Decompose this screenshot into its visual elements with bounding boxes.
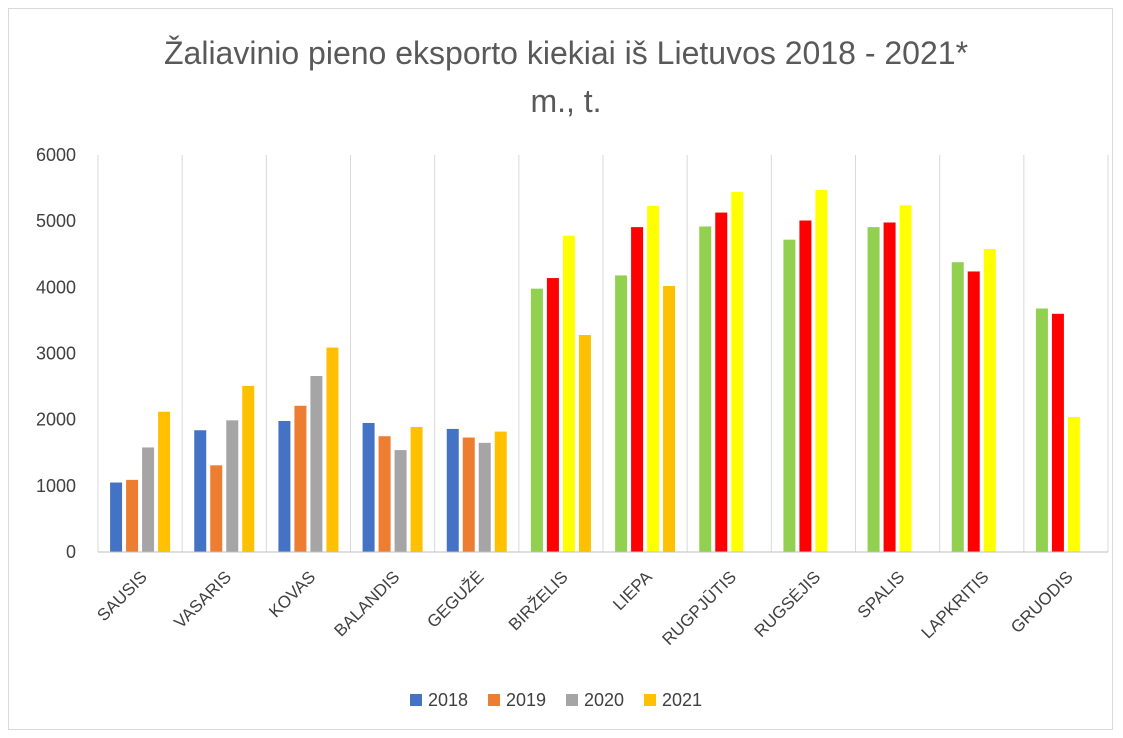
chart-area	[8, 8, 1113, 730]
legend-label-2019: 2019	[506, 690, 546, 710]
legend-label-2020: 2020	[584, 690, 624, 710]
bar-2021-liepa	[663, 286, 676, 552]
bar-2018-vasaris	[194, 430, 207, 552]
bar-2018-rugpjūtis	[699, 226, 712, 552]
bar-2018-lapkritis	[951, 262, 964, 552]
bar-2019-vasaris	[210, 465, 223, 552]
bar-2019-spalis	[883, 222, 896, 553]
y-tick-label: 0	[66, 542, 76, 562]
bar-2020-gegužė	[478, 442, 491, 552]
x-tick-label: LIEPA	[609, 567, 656, 614]
y-tick-label: 4000	[36, 277, 76, 297]
bar-2020-kovas	[310, 375, 323, 552]
bar-2020-rugpjūtis	[731, 192, 744, 552]
y-tick-label: 3000	[36, 344, 76, 364]
bar-2019-liepa	[631, 227, 644, 552]
y-tick-label: 2000	[36, 410, 76, 430]
bars	[110, 190, 1080, 553]
bar-2018-birželis	[530, 288, 543, 552]
bar-2021-birželis	[578, 334, 591, 552]
bar-2019-lapkritis	[967, 271, 980, 552]
x-tick-label: GEGUŽĖ	[423, 567, 487, 631]
x-tick-label: BIRŽELIS	[505, 567, 572, 634]
x-tick-label: SAUSIS	[93, 567, 151, 625]
bar-2021-kovas	[326, 347, 339, 552]
x-tick-label: GRUODIS	[1007, 567, 1077, 637]
x-tick-label: BALANDIS	[331, 567, 404, 640]
bar-2018-gegužė	[446, 428, 459, 552]
bar-2019-kovas	[294, 405, 307, 552]
bar-2021-balandis	[410, 426, 423, 552]
legend-swatch-2021	[644, 694, 656, 706]
bar-2018-rugsėjis	[783, 239, 796, 552]
legend-label-2021: 2021	[662, 690, 702, 710]
bar-2020-vasaris	[226, 420, 239, 552]
bar-2018-spalis	[867, 227, 880, 552]
gridlines	[97, 155, 1109, 552]
x-tick-label: VASARIS	[170, 567, 235, 632]
bar-2019-sausis	[126, 479, 139, 552]
bar-2020-sausis	[142, 447, 155, 552]
bar-2019-balandis	[378, 436, 391, 552]
x-tick-label: LAPKRITIS	[918, 567, 993, 642]
bar-2020-rugsėjis	[815, 190, 828, 552]
bar-2020-balandis	[394, 450, 407, 552]
bar-2019-gegužė	[462, 437, 475, 552]
chart-title-line-2: m., t.	[530, 83, 601, 119]
x-tick-label: KOVAS	[265, 567, 319, 621]
bar-2020-liepa	[647, 205, 660, 552]
bar-2020-birželis	[562, 235, 575, 552]
bar-2020-lapkritis	[983, 248, 996, 552]
bar-2018-kovas	[278, 420, 291, 552]
bar-2020-gruodis	[1067, 417, 1080, 552]
legend-label-2018: 2018	[428, 690, 468, 710]
bar-2018-gruodis	[1035, 308, 1048, 552]
bar-2019-rugsėjis	[799, 220, 812, 552]
legend-swatch-2019	[488, 694, 500, 706]
bar-2021-vasaris	[242, 385, 255, 552]
y-tick-label: 6000	[36, 145, 76, 165]
bar-2019-gruodis	[1051, 313, 1064, 552]
legend-swatch-2018	[410, 694, 422, 706]
legend: 2018 2019 2020 2021	[410, 690, 702, 710]
bar-2021-gegužė	[494, 431, 507, 552]
bar-2019-birželis	[546, 278, 559, 552]
bar-2018-sausis	[110, 482, 123, 552]
legend-swatch-2020	[566, 694, 578, 706]
bar-2021-sausis	[158, 411, 171, 552]
y-tick-label: 5000	[36, 211, 76, 231]
x-tick-label: RUGSĖJIS	[751, 567, 825, 641]
y-tick-label: 1000	[36, 476, 76, 496]
x-tick-label: SPALIS	[854, 567, 909, 622]
bar-2019-rugpjūtis	[715, 212, 728, 552]
chart-title-line-1: Žaliavinio pieno eksporto kiekiai iš Lie…	[164, 35, 968, 71]
bar-2020-spalis	[899, 205, 912, 552]
bar-2018-liepa	[615, 275, 628, 552]
x-tick-label: RUGPJŪTIS	[659, 567, 741, 649]
bar-2018-balandis	[362, 422, 375, 552]
